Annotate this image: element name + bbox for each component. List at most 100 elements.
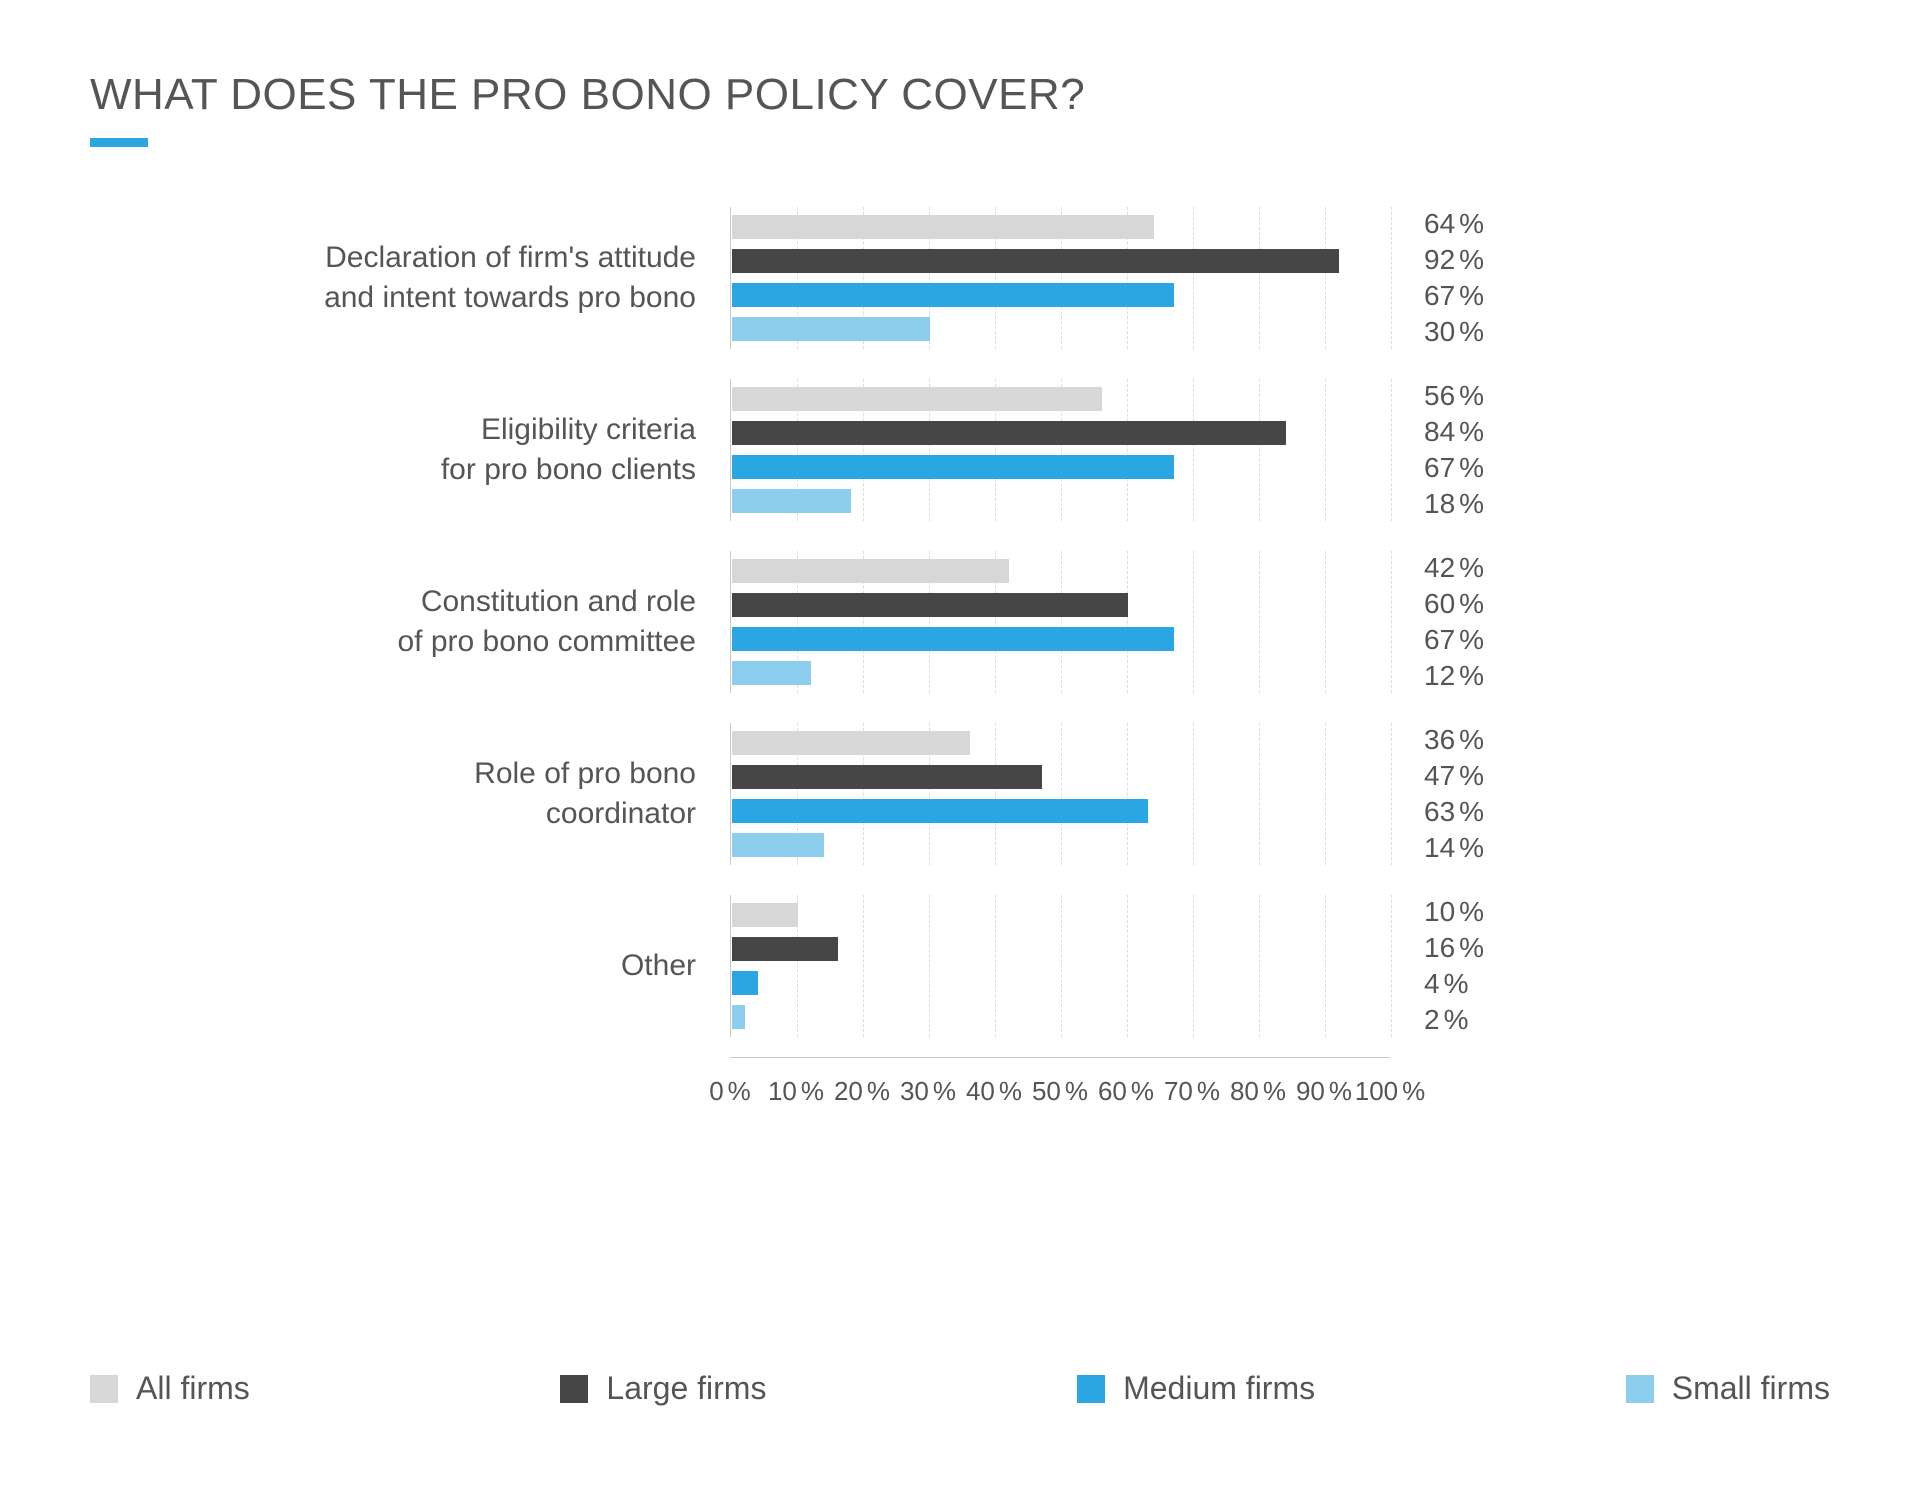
- value-label-small: 30%: [1424, 318, 1570, 346]
- gridline: [1061, 551, 1062, 693]
- bar-group: [730, 895, 1390, 1037]
- chart-title: WHAT DOES THE PRO BONO POLICY COVER?: [90, 70, 1830, 120]
- gridline: [1391, 895, 1392, 1037]
- gridline: [1325, 379, 1326, 521]
- category-label-line: coordinator: [546, 797, 696, 830]
- chart-row: Role of pro bonocoordinator36%47%63%14%: [90, 723, 1830, 865]
- category-label: Eligibility criteriafor pro bono clients: [90, 410, 730, 491]
- legend-label: Small firms: [1672, 1370, 1830, 1407]
- gridline: [863, 895, 864, 1037]
- bar-medium: [732, 971, 758, 995]
- value-label-medium: 67%: [1424, 454, 1570, 482]
- bar-large: [732, 593, 1128, 617]
- bar-small: [732, 489, 851, 513]
- category-label-line: Constitution and role: [421, 585, 696, 618]
- bar-medium: [732, 455, 1174, 479]
- x-axis-tick: 30%: [900, 1076, 956, 1107]
- x-axis-tick: 80%: [1230, 1076, 1286, 1107]
- title-block: WHAT DOES THE PRO BONO POLICY COVER?: [90, 70, 1830, 147]
- category-label: Other: [90, 946, 730, 987]
- legend-item-medium: Medium firms: [1077, 1370, 1315, 1407]
- bar-large: [732, 765, 1042, 789]
- bar-medium: [732, 627, 1174, 651]
- category-label-line: and intent towards pro bono: [324, 281, 696, 314]
- category-label: Declaration of firm's attitude and intent…: [90, 238, 730, 319]
- value-label-small: 14%: [1424, 834, 1570, 862]
- value-column: 36%47%63%14%: [1390, 723, 1570, 865]
- x-axis-tick: 90%: [1296, 1076, 1352, 1107]
- bar-group: [730, 551, 1390, 693]
- bar-group: [730, 207, 1390, 349]
- category-label: Role of pro bono coordinator: [90, 754, 730, 835]
- title-accent-bar: [90, 138, 148, 147]
- bar-small: [732, 317, 930, 341]
- x-axis-tick: 20%: [834, 1076, 890, 1107]
- bar-small: [732, 661, 811, 685]
- value-column: 56%84%67%18%: [1390, 379, 1570, 521]
- gridline: [1391, 551, 1392, 693]
- value-label-all: 42%: [1424, 554, 1570, 582]
- gridline: [1259, 723, 1260, 865]
- gridline: [1391, 207, 1392, 349]
- value-label-large: 16%: [1424, 934, 1570, 962]
- legend: All firms Large firms Medium firms Small fi…: [90, 1370, 1830, 1407]
- chart-row: Eligibility criteriafor pro bono clients…: [90, 379, 1830, 521]
- x-axis: 0%10%20%30%40%50%60%70%80%90%100%: [90, 1057, 1830, 1117]
- gridline: [1259, 895, 1260, 1037]
- value-column: 42%60%67%12%: [1390, 551, 1570, 693]
- gridline: [1193, 895, 1194, 1037]
- gridline: [995, 723, 996, 865]
- value-label-medium: 4%: [1424, 970, 1570, 998]
- legend-item-large: Large firms: [560, 1370, 766, 1407]
- x-axis-tick: 10%: [768, 1076, 824, 1107]
- gridline: [1391, 723, 1392, 865]
- category-label-line: Other: [621, 949, 696, 982]
- x-axis-area: 0%10%20%30%40%50%60%70%80%90%100%: [730, 1057, 1390, 1117]
- gridline: [1193, 551, 1194, 693]
- category-label: Constitution and roleof pro bono committ…: [90, 582, 730, 663]
- value-label-all: 56%: [1424, 382, 1570, 410]
- value-column: 10% 16% 4% 2%: [1390, 895, 1570, 1037]
- legend-label: All firms: [136, 1370, 250, 1407]
- gridline: [1259, 551, 1260, 693]
- value-label-all: 64%: [1424, 210, 1570, 238]
- gridline: [1127, 895, 1128, 1037]
- gridline: [929, 895, 930, 1037]
- chart-row: Declaration of firm's attitude and intent…: [90, 207, 1830, 349]
- gridline: [1325, 207, 1326, 349]
- gridline: [1061, 723, 1062, 865]
- gridline: [1325, 723, 1326, 865]
- bar-group: [730, 379, 1390, 521]
- bar-all: [732, 387, 1102, 411]
- gridline: [995, 895, 996, 1037]
- category-label-line: for pro bono clients: [441, 453, 696, 486]
- bar-medium: [732, 799, 1148, 823]
- gridline: [1127, 551, 1128, 693]
- value-label-small: 12%: [1424, 662, 1570, 690]
- value-label-large: 92%: [1424, 246, 1570, 274]
- x-axis-tick: 50%: [1032, 1076, 1088, 1107]
- value-label-medium: 67%: [1424, 626, 1570, 654]
- gridline: [1193, 207, 1194, 349]
- value-label-all: 10%: [1424, 898, 1570, 926]
- value-label-small: 2%: [1424, 1006, 1570, 1034]
- value-label-medium: 67%: [1424, 282, 1570, 310]
- bar-medium: [732, 283, 1174, 307]
- x-axis-tick: 70%: [1164, 1076, 1220, 1107]
- x-axis-tick: 0%: [709, 1076, 751, 1107]
- category-label-line: Role of pro bono: [474, 757, 696, 790]
- value-label-large: 47%: [1424, 762, 1570, 790]
- value-label-small: 18%: [1424, 490, 1570, 518]
- gridline: [1259, 207, 1260, 349]
- category-label-line: Declaration of firm's attitude: [325, 241, 696, 274]
- legend-item-all: All firms: [90, 1370, 250, 1407]
- x-axis-tick: 40%: [966, 1076, 1022, 1107]
- bar-large: [732, 937, 838, 961]
- bar-all: [732, 559, 1009, 583]
- bar-all: [732, 731, 970, 755]
- bar-all: [732, 215, 1154, 239]
- legend-swatch: [90, 1375, 118, 1403]
- value-column: 64% 92% 67% 30%: [1390, 207, 1570, 349]
- value-label-medium: 63%: [1424, 798, 1570, 826]
- bar-all: [732, 903, 798, 927]
